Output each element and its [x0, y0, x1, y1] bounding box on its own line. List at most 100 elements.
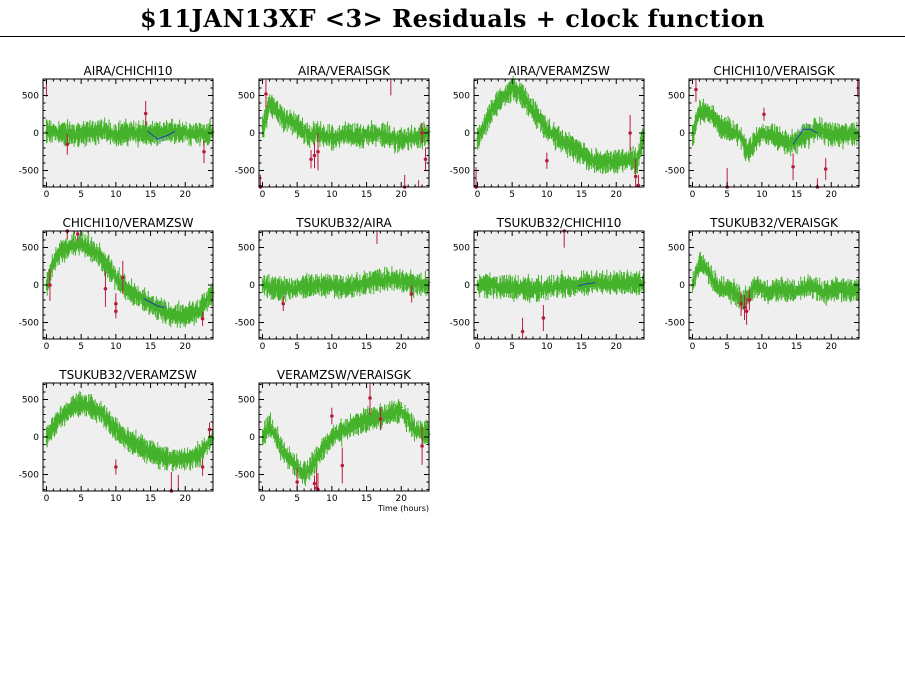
flagged-point: [114, 465, 118, 469]
x-tick-label: 15: [361, 342, 372, 352]
x-tick-label: 0: [690, 190, 696, 200]
y-tick-label: -500: [19, 319, 40, 329]
flagged-point: [368, 396, 372, 400]
flagged-point: [744, 309, 749, 314]
clock-function-line: [143, 298, 165, 308]
flagged-point: [694, 87, 698, 92]
y-tick-label: 500: [453, 92, 470, 102]
x-tick-label: 0: [475, 190, 481, 200]
panel-5: TSUKUB32/AIRA 0 5 10 15 20 -500 0 500: [235, 216, 431, 352]
flagged-point: [545, 158, 549, 163]
panel-1: AIRA/VERAISGK 0 5 10 15 20 -500 0 500: [235, 64, 431, 200]
x-tick-label: 0: [260, 494, 266, 504]
flagged-point: [200, 465, 205, 469]
panel-title: CHICHI10/VERAISGK: [713, 64, 836, 78]
panel-title: TSUKUB32/AIRA: [295, 216, 392, 230]
x-tick-label: 15: [576, 342, 587, 352]
x-tick-label: 10: [326, 190, 338, 200]
y-tick-label: -500: [19, 471, 40, 481]
panel-7: TSUKUB32/VERAISGK 0 5 10 15 20 -500 0 500: [665, 216, 861, 352]
x-tick-label: 5: [78, 494, 84, 504]
x-tick-label: 20: [611, 342, 623, 352]
panel-2: AIRA/VERAMZSW 0 5 10 15 20 -500 0 500: [450, 64, 646, 200]
flagged-point: [420, 131, 424, 135]
x-tick-label: 5: [509, 342, 515, 352]
y-tick-label: 500: [238, 244, 255, 254]
y-tick-label: 500: [22, 244, 39, 254]
y-tick-label: 0: [464, 129, 470, 139]
x-tick-label: 15: [361, 190, 372, 200]
x-tick-label: 5: [294, 190, 300, 200]
panel-title: TSUKUB32/VERAISGK: [709, 216, 839, 230]
flagged-point: [541, 316, 546, 320]
x-tick-label: 5: [509, 190, 515, 200]
panel-0: AIRA/CHICHI10 0 5 10 15 20 -500 0 500: [19, 64, 215, 200]
y-tick-label: 0: [679, 281, 685, 291]
x-tick-label: 0: [260, 342, 266, 352]
flagged-point: [330, 414, 334, 418]
x-tick-label: 5: [78, 190, 84, 200]
panel-title: AIRA/VERAISGK: [298, 64, 391, 78]
x-tick-label: 0: [44, 494, 50, 504]
x-tick-label: 15: [145, 494, 156, 504]
flagged-point: [742, 305, 747, 310]
panel-4: CHICHI10/VERAMZSW 0 5 10 15 20 -500 0 500: [19, 216, 215, 352]
flagged-point: [120, 275, 125, 280]
x-tick-label: 15: [145, 342, 156, 352]
flagged-point: [143, 111, 148, 116]
panel-9: VERAMZSW/VERAISGK 0 5 10 15 20 -500 0 500 Time (h…: [235, 368, 431, 513]
y-tick-label: 0: [33, 433, 39, 443]
panel-title: TSUKUB32/VERAMZSW: [58, 368, 197, 382]
flagged-point: [316, 149, 320, 154]
panel-6: TSUKUB32/CHICHI10 0 5 10 15 20 -500 0 500: [450, 216, 646, 352]
panel-title: VERAMZSW/VERAISGK: [277, 368, 412, 382]
x-tick-label: 15: [145, 190, 156, 200]
x-tick-label: 10: [756, 342, 768, 352]
x-tick-label: 5: [724, 342, 730, 352]
flagged-point: [340, 463, 345, 468]
flagged-point: [378, 417, 383, 421]
flagged-point: [312, 153, 317, 158]
x-tick-label: 10: [110, 494, 122, 504]
y-tick-label: 500: [453, 244, 470, 254]
x-tick-label: 20: [611, 190, 623, 200]
panel-title: CHICHI10/VERAMZSW: [62, 216, 193, 230]
title-divider: [0, 36, 905, 37]
x-tick-label: 5: [294, 342, 300, 352]
x-tick-label: 10: [110, 342, 122, 352]
y-tick-label: -500: [665, 167, 686, 177]
x-tick-label: 20: [396, 494, 408, 504]
x-tick-label: 10: [541, 342, 553, 352]
clock-function-line: [146, 130, 176, 140]
clock-function-line: [792, 128, 818, 145]
flagged-point: [420, 444, 424, 448]
flagged-point: [65, 142, 70, 147]
x-tick-label: 15: [361, 494, 372, 504]
x-tick-label: 20: [396, 190, 408, 200]
y-tick-label: 0: [249, 129, 255, 139]
panel-title: AIRA/VERAMZSW: [508, 64, 610, 78]
y-tick-label: 500: [22, 92, 39, 102]
flagged-point: [281, 301, 286, 306]
x-tick-label: 20: [180, 494, 192, 504]
flagged-point: [48, 283, 52, 287]
x-tick-label: 0: [44, 190, 50, 200]
x-tick-label: 10: [541, 190, 553, 200]
y-tick-label: -500: [450, 319, 471, 329]
flagged-point: [309, 157, 313, 162]
y-tick-label: -500: [235, 167, 256, 177]
y-tick-label: 0: [464, 281, 470, 291]
x-tick-label: 0: [475, 342, 481, 352]
x-tick-label: 15: [791, 190, 802, 200]
panel-title: AIRA/CHICHI10: [83, 64, 172, 78]
x-axis-label: Time (hours): [377, 504, 429, 513]
flagged-point: [409, 292, 414, 296]
x-tick-label: 20: [396, 342, 408, 352]
flagged-point: [791, 164, 795, 169]
y-tick-label: 0: [679, 129, 685, 139]
flagged-point: [114, 301, 118, 306]
flagged-point: [823, 167, 828, 171]
y-tick-label: -500: [235, 471, 256, 481]
residual-point: [692, 124, 696, 144]
y-tick-label: -500: [450, 167, 471, 177]
